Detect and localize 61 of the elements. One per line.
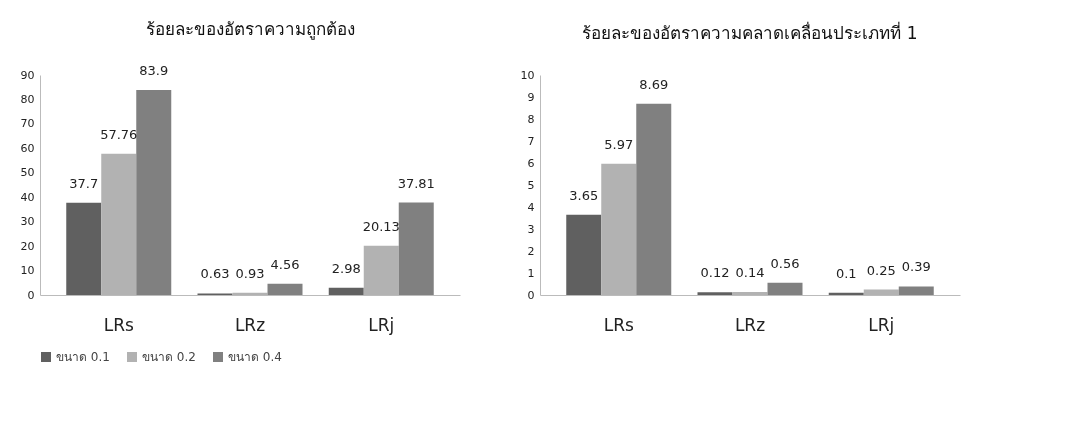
- data-label: 83.9: [139, 62, 169, 78]
- y-tick-label: 40: [20, 190, 35, 204]
- data-label: 8.69: [639, 76, 669, 92]
- y-tick-label: 90: [20, 68, 35, 82]
- legend-label: ขนาด 0.4: [228, 350, 282, 364]
- y-tick-label: 4: [527, 200, 535, 214]
- data-label: 57.76: [100, 126, 138, 142]
- x-tick-label: LRs: [603, 314, 634, 335]
- bar: [828, 292, 864, 295]
- data-label: 0.56: [770, 255, 800, 271]
- data-label: 3.65: [569, 187, 599, 203]
- data-label: 0.93: [235, 265, 265, 281]
- y-tick-label: 2: [527, 244, 535, 258]
- bar: [767, 282, 803, 295]
- x-tick-label: LRz: [234, 314, 266, 335]
- y-tick-label: 3: [527, 222, 535, 236]
- y-tick-label: 20: [20, 239, 35, 253]
- y-tick-label: 1: [527, 266, 535, 280]
- bar: [66, 202, 102, 295]
- y-tick-label: 0: [527, 288, 535, 302]
- bar: [398, 202, 434, 295]
- x-tick-label: LRj: [868, 314, 895, 335]
- data-label: 37.7: [69, 175, 99, 191]
- y-tick-label: 70: [20, 117, 35, 131]
- data-label: 5.97: [604, 136, 634, 152]
- data-label: 0.39: [901, 259, 931, 275]
- y-tick-label: 5: [527, 178, 535, 192]
- x-tick-label: LRs: [103, 314, 134, 335]
- data-label: 0.25: [866, 262, 896, 278]
- data-label: 2.98: [331, 260, 361, 276]
- chart-title: ร้อยละของอัตราความคลาดเคลื่อนประเภทที่ 1: [582, 21, 918, 43]
- data-label: 0.63: [200, 266, 230, 282]
- legend-label: ขนาด 0.1: [56, 350, 110, 364]
- y-tick-label: 80: [20, 92, 35, 106]
- bar: [636, 103, 672, 295]
- y-tick-label: 10: [20, 264, 35, 278]
- bar: [328, 287, 364, 295]
- data-label: 0.12: [700, 265, 730, 281]
- legend-label: ขนาด 0.2: [142, 350, 196, 364]
- x-tick-label: LRz: [734, 314, 766, 335]
- y-tick-label: 30: [20, 215, 35, 229]
- bar: [267, 283, 303, 295]
- y-tick-label: 60: [20, 141, 35, 155]
- y-tick-label: 0: [27, 288, 35, 302]
- data-label: 0.14: [735, 264, 765, 280]
- data-label: 4.56: [270, 256, 300, 272]
- data-label: 20.13: [362, 218, 400, 234]
- x-tick-label: LRj: [368, 314, 395, 335]
- chart-title: ร้อยละของอัตราความถูกต้อง: [145, 18, 355, 40]
- y-tick-label: 50: [20, 166, 35, 180]
- y-tick-label: 7: [527, 134, 535, 148]
- y-tick-label: 8: [527, 112, 535, 126]
- bar: [697, 292, 733, 295]
- data-label: 0.1: [835, 265, 857, 281]
- y-tick-label: 6: [527, 156, 535, 170]
- data-label: 37.81: [397, 175, 435, 191]
- bar: [898, 286, 934, 295]
- y-tick-label: 10: [520, 68, 535, 82]
- bar: [136, 89, 172, 295]
- bar: [566, 214, 602, 295]
- y-tick-label: 9: [527, 90, 535, 104]
